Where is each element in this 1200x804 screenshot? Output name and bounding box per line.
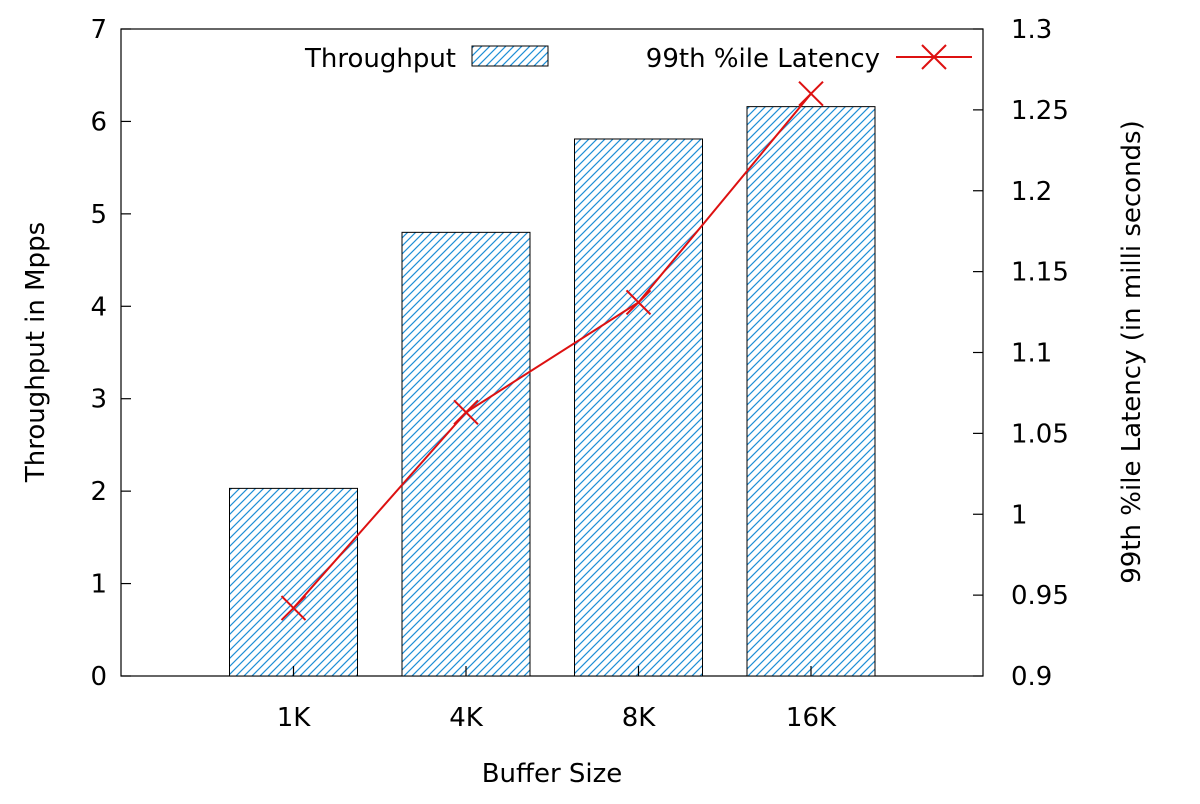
y-tick-label: 0 (90, 662, 107, 692)
y2-tick-label: 0.95 (1011, 581, 1069, 611)
y-tick-label: 7 (90, 15, 107, 45)
y2-tick-label: 1.1 (1011, 339, 1052, 369)
y-tick-label: 3 (90, 385, 107, 415)
y2-tick-label: 1.2 (1011, 177, 1052, 207)
throughput-bar-16K (746, 106, 876, 677)
latency-point-4K (453, 399, 479, 426)
x-tick-label-16K: 16K (786, 703, 837, 733)
latency-point-16K (798, 80, 824, 107)
latency-point-1K (280, 595, 307, 621)
y-axis-title: Throughput in Mpps (21, 222, 51, 483)
x-tick-label-8K: 8K (622, 703, 657, 733)
y2-tick-label: 1.05 (1011, 419, 1069, 449)
latency-marker-stroke (280, 595, 307, 621)
y2-tick-label: 1.15 (1011, 258, 1069, 288)
throughput-bar-1K (229, 487, 358, 677)
legend-label-latency: 99th %ile Latency (646, 44, 880, 74)
y2-tick-label: 1.25 (1011, 96, 1069, 126)
y2-tick-label: 1 (1011, 500, 1028, 530)
latency-marker-stroke (453, 399, 479, 426)
y-tick-label: 6 (90, 107, 107, 137)
legend-swatch-throughput (471, 45, 549, 67)
legend-marker-latency (921, 44, 947, 70)
latency-point-8K (625, 289, 652, 316)
y2-tick-label: 0.9 (1011, 662, 1052, 692)
y-tick-label: 2 (90, 477, 107, 507)
ticks-layer: 0 1 2 3 4 5 6 7 0.9 0.95 1 1.05 1.1 1.15 1.2 1.25 1.3 1K 4… (90, 15, 1068, 733)
x-tick-label-4K: 4K (449, 703, 484, 733)
legend: Throughput 99th %ile Latency (304, 44, 972, 74)
y-tick-label: 1 (90, 570, 107, 600)
latency-line-layer (280, 80, 824, 621)
y-tick-label: 4 (90, 292, 107, 322)
legend-label-throughput: Throughput (304, 44, 456, 74)
latency-marker-stroke (625, 289, 652, 316)
throughput-bar-8K (574, 138, 703, 677)
y2-axis-title: 99th %ile Latency (in milli seconds) (1117, 120, 1147, 583)
y2-tick-label: 1.3 (1011, 15, 1052, 45)
latency-marker-stroke (798, 80, 824, 107)
bars-layer (229, 106, 876, 677)
y-tick-label: 5 (90, 200, 107, 230)
latency-line (292, 93, 812, 609)
x-tick-label-1K: 1K (277, 703, 312, 733)
throughput-bar-4K (401, 231, 531, 677)
x-axis-title: Buffer Size (482, 759, 623, 789)
